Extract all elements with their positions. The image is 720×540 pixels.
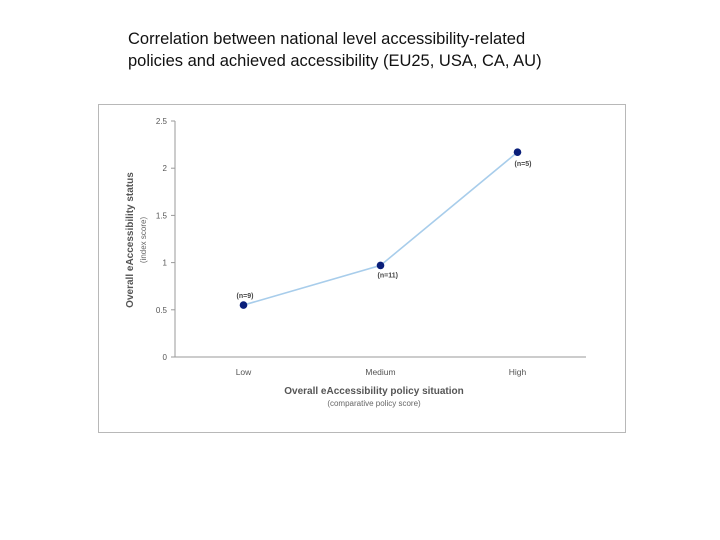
y-axis-subtitle: (index score) xyxy=(139,217,148,264)
data-labels: (n=9) (n=11) (n=5) xyxy=(237,161,532,300)
x-tick-labels: Low Medium High xyxy=(236,367,527,377)
y-tick-labels: 0 0.5 1 1.5 2 2.5 xyxy=(156,117,168,362)
y-tick-label: 1.5 xyxy=(156,211,168,220)
data-label: (n=5) xyxy=(515,161,532,168)
x-axis-title: Overall eAccessibility policy situation xyxy=(284,386,464,397)
y-tick-label: 0.5 xyxy=(156,306,168,315)
series-line xyxy=(243,151,519,306)
chart-axes xyxy=(171,120,586,358)
y-tick-label: 0 xyxy=(163,353,168,362)
slide-title: Correlation between national level acces… xyxy=(128,30,542,70)
data-point xyxy=(513,148,522,156)
y-tick-label: 1 xyxy=(163,259,168,268)
x-axis-subtitle: (comparative policy score) xyxy=(327,399,421,408)
data-point xyxy=(376,261,385,270)
data-label: (n=9) xyxy=(237,293,254,300)
y-tick-label: 2 xyxy=(163,164,168,173)
data-points xyxy=(239,148,522,309)
data-label: (n=11) xyxy=(378,272,398,279)
chart-frame xyxy=(98,104,626,433)
data-point xyxy=(239,301,248,309)
x-tick-label: High xyxy=(509,367,527,377)
y-axis-title: Overall eAccessibility status xyxy=(125,172,136,308)
y-tick-label: 2.5 xyxy=(156,117,168,126)
x-tick-label: Low xyxy=(236,367,252,377)
x-tick-label: Medium xyxy=(365,367,395,377)
series-polyline xyxy=(243,151,519,306)
